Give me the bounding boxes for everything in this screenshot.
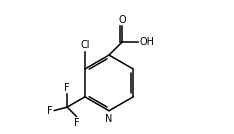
Text: N: N bbox=[105, 114, 113, 124]
Text: F: F bbox=[64, 83, 70, 93]
Text: O: O bbox=[118, 15, 126, 25]
Text: Cl: Cl bbox=[80, 40, 90, 50]
Text: F: F bbox=[74, 118, 79, 128]
Text: F: F bbox=[47, 106, 53, 116]
Text: OH: OH bbox=[139, 37, 154, 47]
